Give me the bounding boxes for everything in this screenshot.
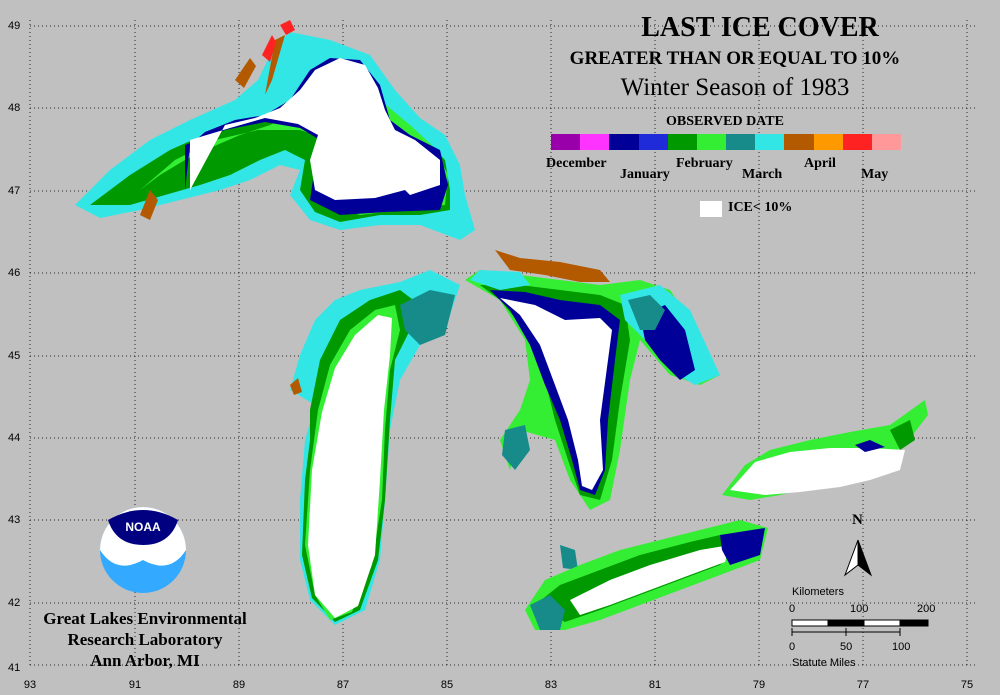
legend-color-segment xyxy=(784,134,814,150)
legend-ice-label: ICE< 10% xyxy=(728,200,793,215)
lat-label-45: 45 xyxy=(8,350,21,362)
legend-month-january: January xyxy=(620,167,670,182)
legend-color-segment xyxy=(580,134,610,150)
scale-km-tick-0: 0 xyxy=(789,603,796,615)
scale-km-tick-200: 200 xyxy=(917,603,936,615)
lat-label-46: 46 xyxy=(8,267,21,279)
lat-label-47: 47 xyxy=(8,185,21,197)
lon-label-79: 79 xyxy=(752,679,766,691)
lat-label-49: 49 xyxy=(8,20,21,32)
lat-label-44: 44 xyxy=(8,432,21,444)
legend-color-segment xyxy=(755,134,785,150)
institution-line3: Ann Arbor, MI xyxy=(90,651,200,670)
lon-label-83: 83 xyxy=(544,679,558,691)
title-season: Winter Season of 1983 xyxy=(620,74,850,101)
legend-color-segment xyxy=(842,134,872,150)
title-subtitle: GREATER THAN OR EQUAL TO 10% xyxy=(569,48,901,69)
legend-color-bar xyxy=(551,134,902,150)
scale-km-label: Kilometers xyxy=(792,586,844,598)
north-label: N xyxy=(852,512,863,528)
lon-label-89: 89 xyxy=(232,679,246,691)
lon-label-87: 87 xyxy=(336,679,350,691)
lon-label-85: 85 xyxy=(440,679,454,691)
lon-label-75: 75 xyxy=(960,679,974,691)
legend-color-segment xyxy=(551,134,581,150)
title-main: LAST ICE COVER xyxy=(641,12,879,43)
lon-label-77: 77 xyxy=(856,679,870,691)
legend-month-april: April xyxy=(804,156,836,171)
noaa-logo: NOAA xyxy=(100,507,186,593)
scale-km-tick-100: 100 xyxy=(850,603,869,615)
legend-color-segment xyxy=(871,134,902,150)
legend-month-march: March xyxy=(742,167,783,182)
scale-bar xyxy=(791,619,929,636)
north-arrow xyxy=(843,539,873,577)
legend-color-segment xyxy=(667,134,697,150)
lat-label-43: 43 xyxy=(8,514,21,526)
legend-color-segment xyxy=(638,134,668,150)
legend-month-may: May xyxy=(861,167,889,182)
lat-label-41: 41 xyxy=(8,662,21,674)
lon-label-81: 81 xyxy=(648,679,662,691)
institution-line2: Research Laboratory xyxy=(67,630,223,649)
legend-color-segment xyxy=(696,134,727,150)
legend-color-segment xyxy=(726,134,756,150)
scale-mi-tick-100: 100 xyxy=(892,641,911,653)
legend-month-december: December xyxy=(546,156,607,171)
scale-mi-label: Statute Miles xyxy=(792,657,856,669)
legend-month-february: February xyxy=(676,156,733,171)
lat-label-42: 42 xyxy=(8,597,21,609)
lake-huron xyxy=(465,250,720,570)
institution-line1: Great Lakes Environmental xyxy=(43,609,247,628)
institution-name: Great Lakes Environmental Research Labor… xyxy=(20,608,270,671)
lat-label-48: 48 xyxy=(8,102,21,114)
lon-label-91: 91 xyxy=(128,679,142,691)
lake-michigan xyxy=(290,270,460,625)
noaa-logo-text: NOAA xyxy=(125,520,161,534)
legend-color-segment xyxy=(609,134,639,150)
scale-mi-tick-50: 50 xyxy=(840,641,853,653)
legend-ice-swatch xyxy=(700,201,722,217)
lake-ontario xyxy=(722,400,928,500)
legend-color-segment xyxy=(813,134,843,150)
lake-erie xyxy=(525,520,768,630)
lake-superior xyxy=(75,20,475,240)
lon-label-93: 93 xyxy=(23,679,37,691)
scale-mi-tick-0: 0 xyxy=(789,641,796,653)
legend-heading: OBSERVED DATE xyxy=(666,114,784,129)
